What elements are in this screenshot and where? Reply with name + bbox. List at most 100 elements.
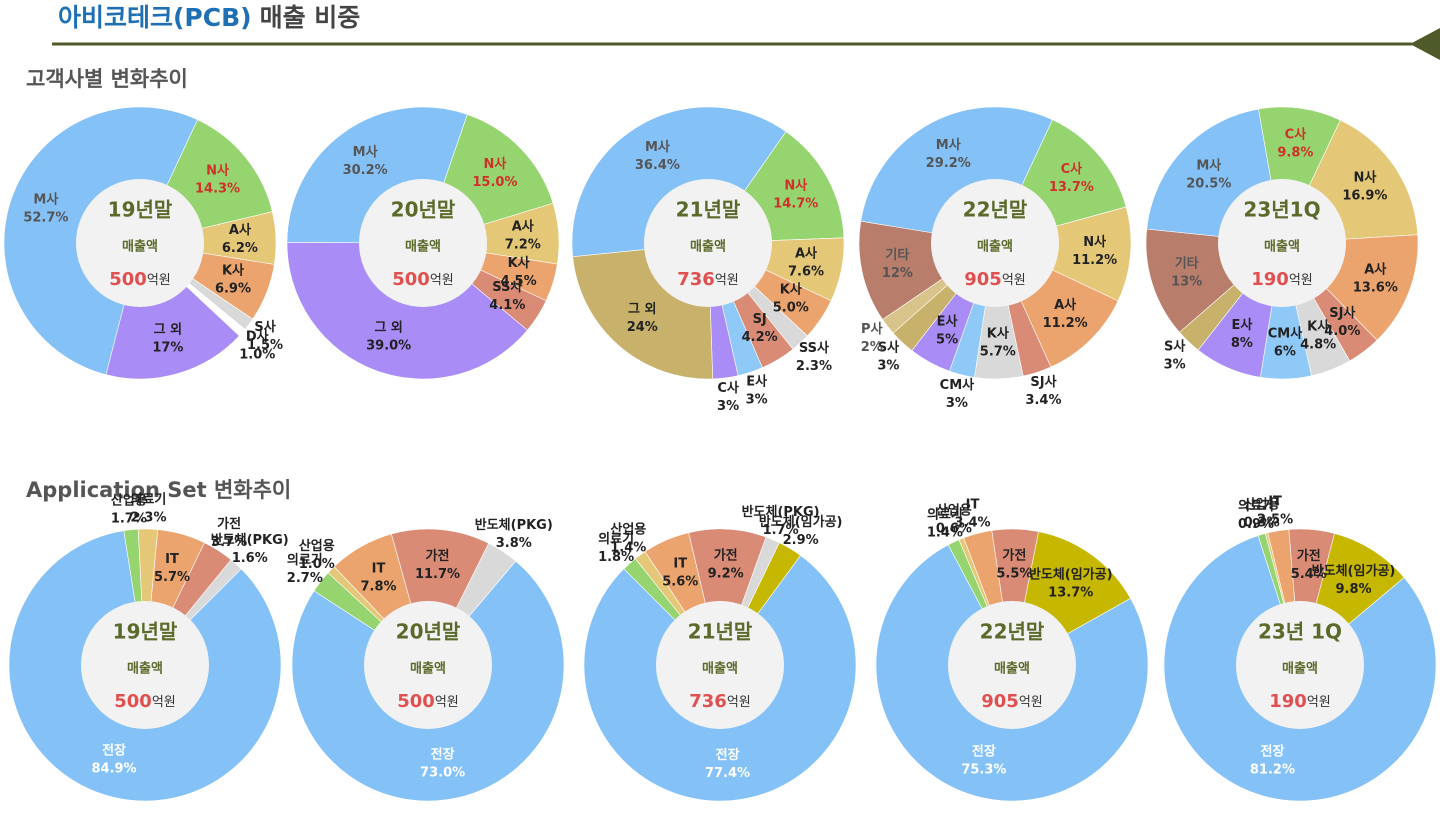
slice-value: 0.9% [1238,517,1274,532]
slice-name: 기타 [1175,256,1199,272]
slice-name: M사 [936,137,961,153]
slice-value: 5.0% [773,301,809,316]
pie-slice [994,206,1132,302]
slice-value: 13.6% [1353,280,1398,295]
slice-value: 1.8% [598,550,634,565]
slice-value: 73.0% [420,765,465,780]
center-amount: 500억원 [114,691,176,712]
slice-value: 3% [746,393,768,408]
slice-value: 20.5% [1186,176,1231,191]
center-title: 21년말 [676,198,741,222]
slice-name: N사 [1353,170,1376,186]
slice-name: C사 [717,380,739,396]
center-label: 매출액 [405,239,441,255]
slice-value: 4.0% [1324,324,1360,339]
amount-value: 905 [981,691,1019,712]
donut-hole [359,179,487,307]
slice-name: 반도체(PKG) [211,532,289,548]
center-label: 매출액 [702,661,738,677]
slice-value: 15.0% [472,175,517,190]
slice-name: S사 [878,339,899,355]
slice-name: A사 [229,222,251,238]
slice-value: 6.2% [222,241,258,256]
center-amount: 500억원 [109,269,171,290]
slice-value: 11.2% [1072,253,1117,268]
center-title: 19년말 [108,198,173,222]
slice-name: P사 [861,321,883,337]
slice-name: M사 [353,144,378,160]
center-label: 매출액 [122,239,158,255]
slice-name: IT [673,557,687,572]
slice-value: 14.3% [195,181,240,196]
slice-name: 산업용 [936,503,972,519]
slice-value: 9.2% [708,567,744,582]
slice-name: 가전 [714,548,738,564]
slice-value: 84.9% [91,762,136,777]
section-title: Application Set 변화추이 [26,478,291,502]
amount-value: 190 [1251,269,1289,290]
donut-hole [81,601,209,729]
center-amount: 905억원 [981,691,1043,712]
slice-name: K사 [1307,319,1329,335]
title-brand: 아비코테크(PCB) [58,3,252,32]
slice-name: K사 [780,282,802,298]
donut-hole [948,601,1076,729]
amount-value: 905 [964,269,1002,290]
slice-name: N사 [1083,234,1106,250]
slice-value: 52.7% [23,211,68,226]
slice-value: 3% [946,396,968,411]
section-title: 고객사별 변화추이 [26,67,188,91]
slice-name: N사 [484,156,507,172]
slice-name: 의료기 [287,552,323,568]
donut-hole [364,601,492,729]
center-title: 23년1Q [1243,198,1320,222]
slice-name: N사 [784,178,807,194]
slice-value: 3% [717,399,739,414]
slice-value: 5.7% [980,344,1016,359]
amount-value: 736 [689,691,727,712]
slice-value: 0.6% [936,522,972,537]
slice-name: 반도체(임가공) [759,514,843,530]
slice-name: M사 [645,139,670,155]
center-label: 매출액 [1264,239,1300,255]
slice-name: E사 [746,374,767,390]
slice-name: SJ [753,312,767,327]
slice-value: 1.4% [927,526,963,541]
slice-value: 2.3% [796,359,832,374]
slice-value: 3% [1164,358,1186,373]
slice-value: 2.9% [783,533,819,548]
center-amount: 190억원 [1251,269,1313,290]
slice-value: 4.1% [489,298,525,313]
slice-name: IT [165,552,179,567]
center-amount: 190억원 [1269,691,1331,712]
slice-name: 전장 [431,746,455,762]
slice-name: IT [372,562,386,577]
amount-value: 500 [392,269,430,290]
slice-value: 12% [882,266,913,281]
slice-value: 9.8% [1335,582,1371,597]
slice-name: IT [966,498,980,513]
amount-unit: 억원 [1289,273,1313,288]
slice-value: 36.4% [635,158,680,173]
slice-value: 11.7% [415,567,460,582]
amount-unit: 억원 [715,273,739,288]
center-label: 매출액 [127,661,163,677]
slice-value: 13% [1171,275,1202,290]
center-title: 20년말 [396,620,461,644]
center-amount: 736억원 [689,691,751,712]
slice-name: A사 [795,245,817,261]
center-title: 21년말 [688,620,753,644]
slice-name: CM사 [940,377,974,393]
slice-name: N사 [206,162,229,178]
slice-name: 그 외 [154,322,182,338]
slice-name: 가전 [1002,548,1026,564]
slice-name: S사 [1164,339,1185,355]
slice-value: 5.7% [154,570,190,585]
slice-name: 산업용 [299,538,335,554]
slice-value: 39.0% [366,338,411,353]
slice-value: 1.5% [247,338,283,353]
slice-name: CM사 [1268,325,1302,341]
center-amount: 500억원 [392,269,454,290]
slice-value: 6% [1274,344,1296,359]
center-label: 매출액 [977,239,1013,255]
